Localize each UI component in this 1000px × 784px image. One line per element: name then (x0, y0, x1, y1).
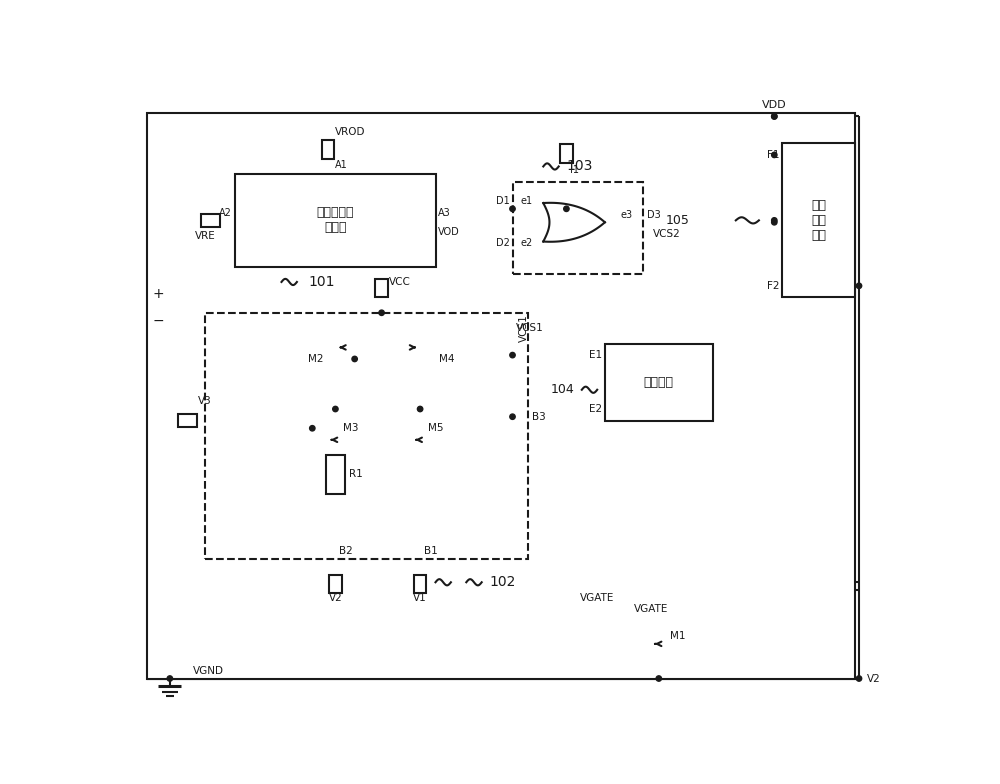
Text: e2: e2 (520, 238, 532, 249)
Text: 过放电压检
测电路: 过放电压检 测电路 (317, 206, 354, 234)
Text: V1: V1 (413, 593, 427, 603)
Circle shape (772, 114, 777, 119)
Text: VRE: VRE (195, 230, 216, 241)
Text: e3: e3 (620, 209, 632, 220)
Bar (375, 279, 388, 297)
Circle shape (564, 206, 569, 212)
Circle shape (167, 676, 173, 681)
Bar (322, 140, 334, 159)
Circle shape (856, 676, 862, 681)
Text: V2: V2 (867, 673, 880, 684)
Bar (512, 182, 643, 274)
Text: F1: F1 (767, 150, 780, 160)
Text: 105: 105 (666, 214, 690, 227)
Text: E1: E1 (589, 350, 603, 360)
Text: B1: B1 (424, 546, 438, 557)
Bar (326, 456, 345, 494)
Text: M3: M3 (343, 423, 359, 434)
Bar (201, 214, 220, 227)
Text: M4: M4 (439, 354, 455, 364)
Text: D3: D3 (647, 209, 661, 220)
Text: D2: D2 (496, 238, 510, 249)
Text: V2: V2 (329, 593, 342, 603)
Text: M5: M5 (428, 423, 443, 434)
Circle shape (772, 220, 777, 225)
Bar (560, 144, 573, 162)
Text: I1: I1 (570, 165, 579, 176)
Circle shape (772, 114, 777, 119)
Text: VCC: VCC (389, 277, 411, 287)
Text: M2: M2 (308, 354, 324, 364)
Circle shape (510, 414, 515, 419)
Text: +: + (152, 286, 164, 300)
Text: A3: A3 (438, 208, 451, 218)
Text: A2: A2 (219, 208, 231, 218)
Bar (414, 575, 426, 593)
Text: M1: M1 (670, 631, 686, 641)
Text: 103: 103 (566, 159, 593, 173)
Text: VGATE: VGATE (634, 604, 668, 614)
Circle shape (856, 283, 862, 289)
Circle shape (310, 426, 315, 431)
Text: VGND: VGND (193, 666, 224, 676)
Circle shape (772, 152, 777, 158)
Circle shape (510, 353, 515, 358)
Text: A1: A1 (335, 160, 348, 170)
Circle shape (772, 218, 777, 223)
Text: VROD: VROD (335, 127, 366, 137)
Text: D1: D1 (496, 196, 510, 206)
Text: B3: B3 (532, 412, 546, 422)
Bar (329, 575, 342, 593)
Text: −: − (152, 314, 164, 328)
Circle shape (417, 406, 423, 412)
Bar (178, 415, 197, 426)
Text: VCS1: VCS1 (516, 323, 544, 333)
Text: VOD: VOD (438, 227, 460, 237)
Text: E2: E2 (589, 404, 603, 414)
Text: F2: F2 (767, 281, 780, 291)
Text: 102: 102 (489, 575, 516, 590)
Bar (605, 343, 713, 420)
Circle shape (656, 676, 661, 681)
Text: 104: 104 (550, 383, 574, 396)
Text: VCS2: VCS2 (653, 229, 680, 239)
Text: VDD: VDD (762, 100, 787, 110)
Text: V3: V3 (198, 396, 211, 406)
Text: B2: B2 (339, 546, 353, 557)
Text: e1: e1 (520, 196, 532, 206)
Text: 驱动电路: 驱动电路 (644, 376, 674, 389)
Circle shape (379, 310, 384, 315)
Circle shape (352, 356, 357, 361)
Text: VCS1: VCS1 (519, 314, 529, 342)
Bar (782, 143, 855, 297)
Text: R1: R1 (349, 470, 363, 480)
Circle shape (510, 206, 515, 212)
Text: 状态
切换
电路: 状态 切换 电路 (811, 199, 826, 241)
Text: VGATE: VGATE (580, 593, 614, 603)
Bar (235, 174, 436, 267)
Circle shape (333, 406, 338, 412)
Text: 101: 101 (308, 275, 335, 289)
Bar (205, 313, 528, 559)
